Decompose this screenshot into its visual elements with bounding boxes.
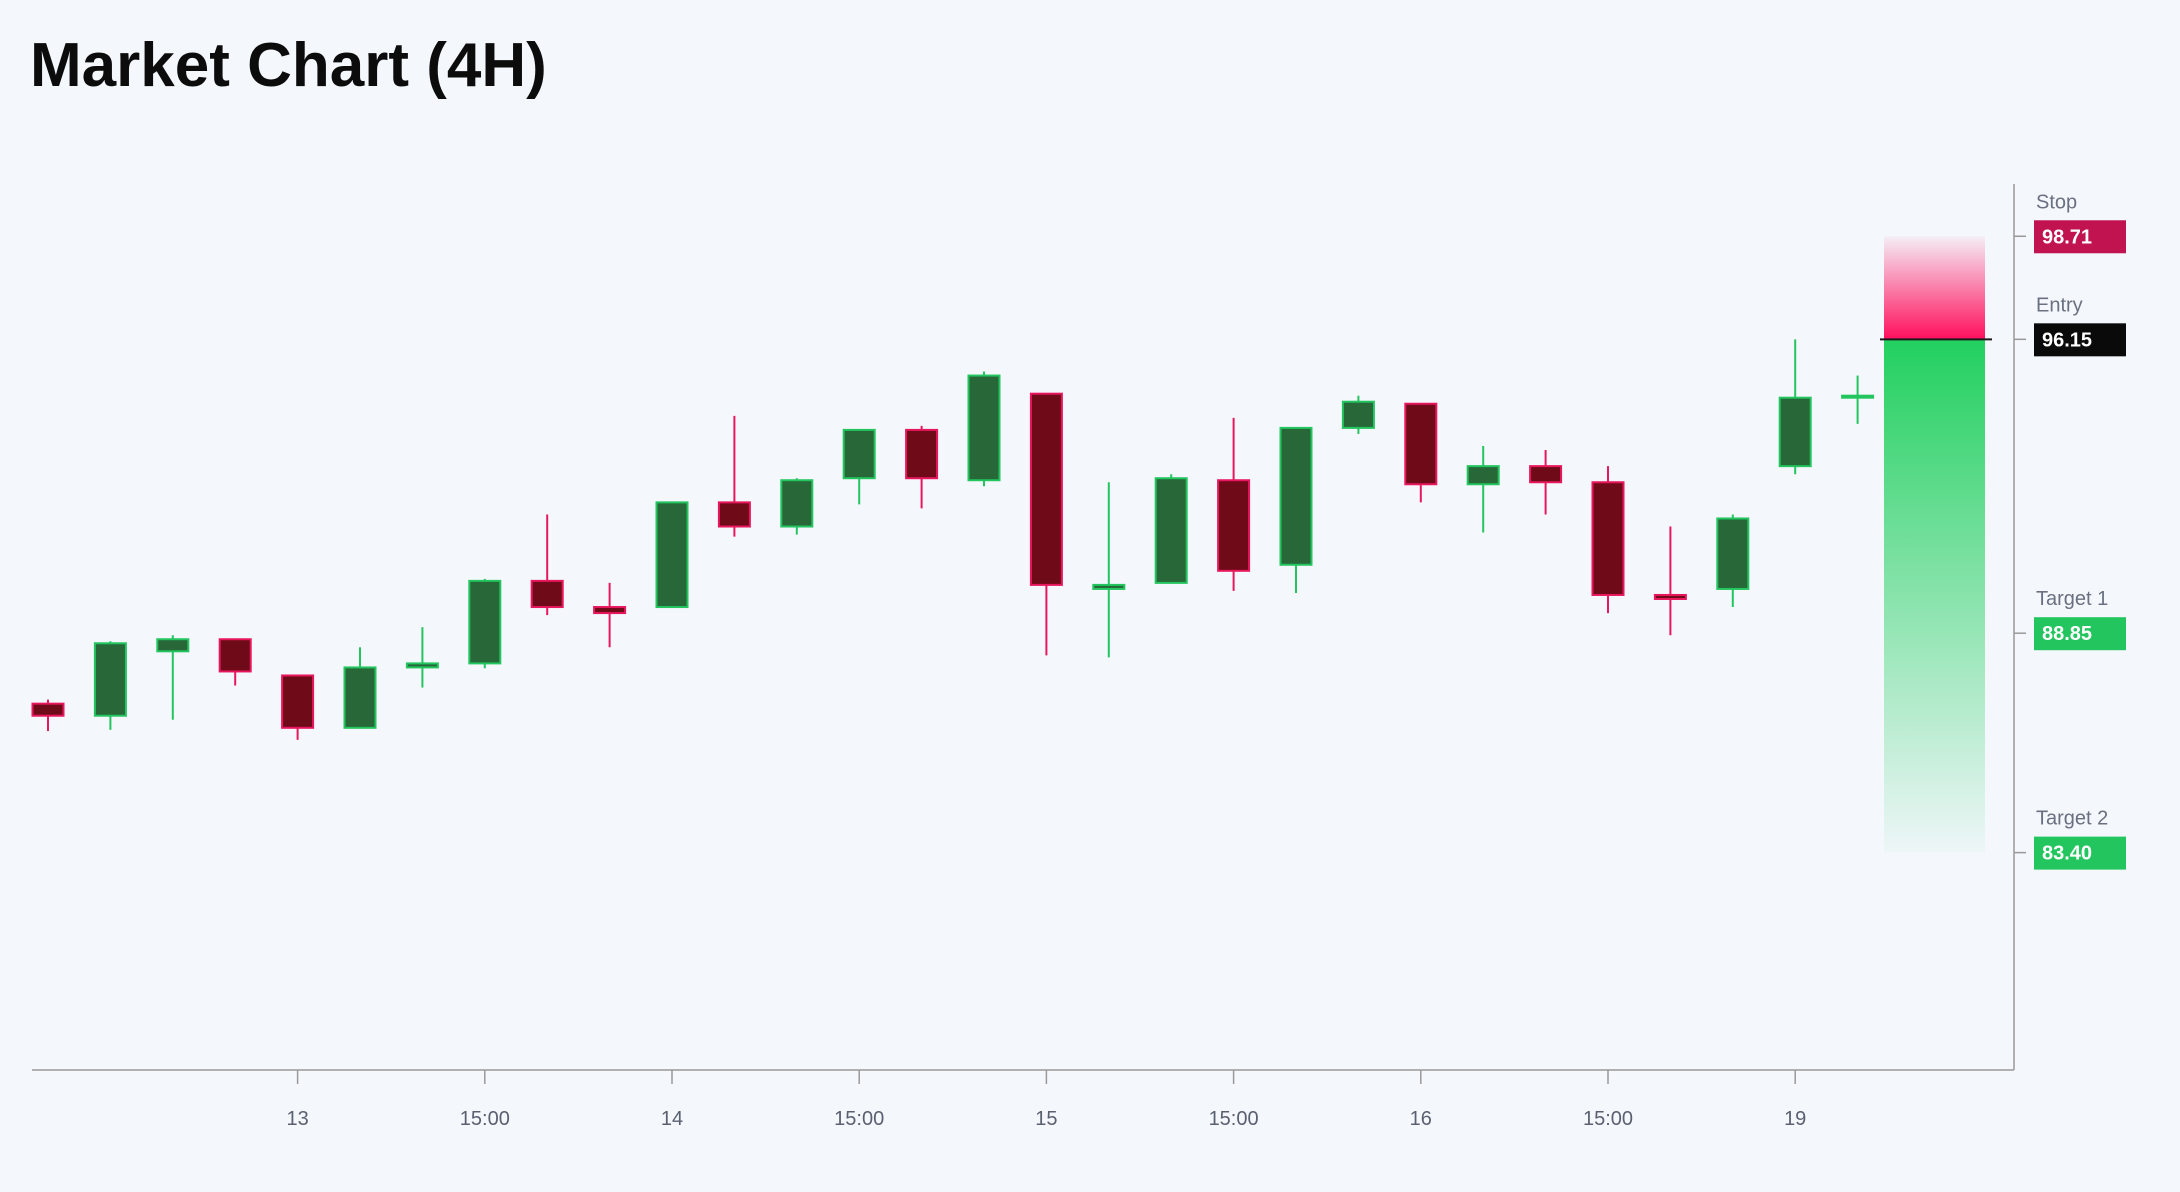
candle-body [281,674,315,729]
candle-body [468,579,502,665]
entry-badge [2034,323,2126,357]
stop-badge [2034,220,2126,254]
x-tick-label: 15:00 [460,1108,510,1130]
candle-body [1653,593,1687,600]
candle-body [1029,392,1063,586]
candle-body [1466,465,1500,486]
x-tick-label: 14 [661,1108,683,1130]
x-tick-label: 15 [1035,1108,1057,1130]
candle-body [530,579,564,609]
entry-value: 96.15 [2042,329,2092,351]
target-2-badge [2034,836,2126,870]
candle-body [93,642,127,717]
page-title: Market Chart (4H) [30,31,547,100]
stop-value: 98.71 [2042,226,2092,248]
entry-label: Entry [2036,294,2083,316]
x-tick-label: 13 [286,1108,308,1130]
candle-body [1716,517,1750,590]
candle-body [405,662,439,669]
x-tick-label: 16 [1410,1108,1432,1130]
candle-body [1591,481,1625,596]
candle-body [905,428,939,480]
candle-body [1404,402,1438,486]
candle-body [655,501,689,609]
target-1-badge [2034,617,2126,651]
target-reward-zone [1884,339,1985,853]
x-tick-label: 15:00 [834,1108,884,1130]
candle-body [967,374,1001,482]
candle-body [1341,400,1375,429]
candle-body [343,666,377,729]
x-tick-label: 15:00 [1209,1108,1259,1130]
candle-body [593,606,627,615]
candle-body [1529,465,1563,484]
target-1-value: 88.85 [2042,623,2092,645]
candle-body [1154,477,1188,584]
candle-body [1092,583,1126,590]
candle-body [156,638,190,653]
target-2-value: 83.40 [2042,843,2092,865]
target-2-label: Target 2 [2036,808,2108,830]
candle-body [717,501,751,528]
stop-label: Stop [2036,191,2077,213]
candle-body [1841,394,1875,399]
candle-body [1279,426,1313,566]
x-tick-label: 15:00 [1583,1108,1633,1130]
candle-body [842,428,876,480]
candle-body [1778,396,1812,468]
x-tick-label: 19 [1784,1108,1806,1130]
candle-body [218,638,252,673]
candle-body [1217,479,1251,572]
candle-body [31,702,65,717]
target-1-label: Target 1 [2036,588,2108,610]
stop-risk-zone [1884,236,1985,340]
candle-body [780,479,814,528]
